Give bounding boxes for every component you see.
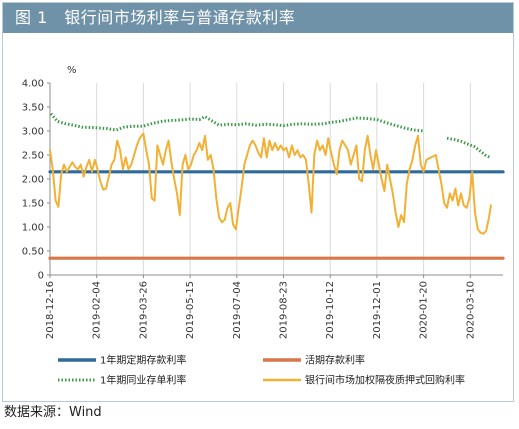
legend-label: 活期存款利率 [305,354,365,367]
x-tick-label: 2019-08-23 [279,281,290,339]
x-tick-label: 2019-02-04 [92,281,103,339]
x-tick-label: 2020-03-10 [465,281,476,339]
x-tick-label: 2019-03-26 [138,281,149,339]
title-bar: 图 1 银行间市场利率与普通存款利率 [3,3,513,33]
x-tick-label: 2019-12-01 [372,281,383,339]
y-tick-label: 2.00 [22,175,44,186]
series-line [49,112,424,133]
y-tick-label: 2.50 [22,151,44,162]
x-tick-label: 2019-05-15 [185,281,196,339]
y-tick-label: 0 [38,271,44,282]
chart-title: 图 1 银行间市场利率与普通存款利率 [15,8,296,27]
series-line [446,136,492,160]
series-line [49,132,492,235]
y-tick-label: 3.50 [22,103,44,114]
chart-frame: 图 1 银行间市场利率与普通存款利率 0 0.50 1.00 1.50 2.00 2.50… [2,2,514,402]
y-tick-label: 1.50 [22,199,44,210]
y-tick-label: 1.00 [22,223,44,234]
legend-label: 1年期同业存单利率 [100,374,186,387]
x-tick-label: 2019-10-12 [325,281,336,339]
y-tick-label: 3.00 [22,127,44,138]
line-chart: 0 0.50 1.00 1.50 2.00 2.50 3.00 3.50 4.00% 2018-1… [22,65,505,387]
source-note: 数据来源：Wind [4,405,102,420]
x-tick-label: 2019-07-04 [232,281,243,339]
y-tick-label: 4.00 [22,79,44,90]
x-tick-label: 2020-01-20 [419,281,430,339]
y-tick-label: 0.50 [22,247,44,258]
legend-label: 1年期定期存款利率 [100,354,186,367]
y-unit-label: % [67,65,77,76]
legend-label: 银行间市场加权隔夜质押式回购利率 [305,374,465,387]
x-tick-label: 2018-12-16 [45,281,56,339]
